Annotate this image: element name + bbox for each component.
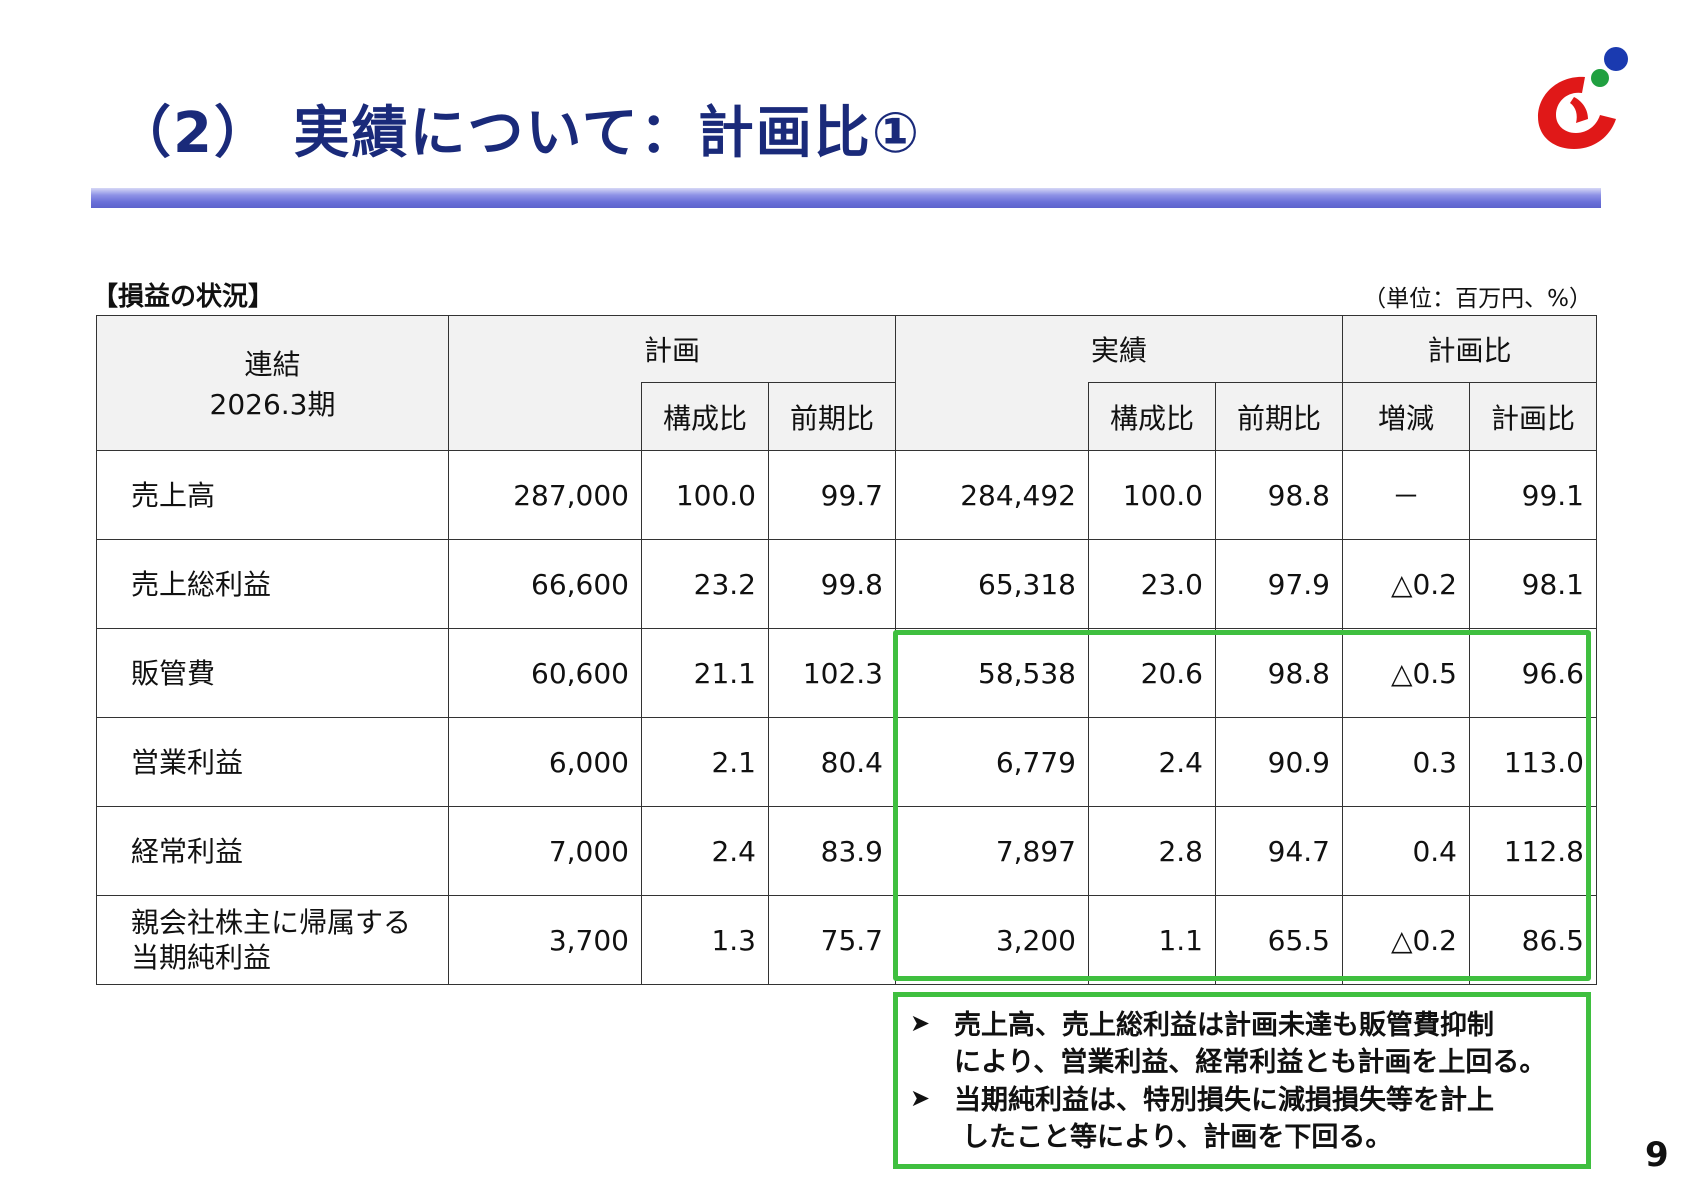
cell-plan-yoy: 80.4 [768, 717, 896, 807]
note-line: 売上高、売上総利益は計画未達も販管費抑制 [954, 1010, 1494, 1041]
title-divider [91, 188, 1601, 208]
corner-header: 連結 2026.3期 [96, 315, 449, 451]
cell-change: △0.2 [1342, 539, 1470, 629]
cell-actual-ratio: 20.6 [1088, 628, 1216, 718]
logo-green-dot [1591, 69, 1609, 87]
cell-actual-ratio: 1.1 [1088, 895, 1216, 985]
header-vs-plan-ratio: 計画比 [1469, 382, 1597, 451]
cell-vs-plan: 99.1 [1469, 450, 1597, 540]
cell-actual-yoy: 98.8 [1215, 450, 1343, 540]
cell-plan-yoy: 102.3 [768, 628, 896, 718]
cell-change: 0.3 [1342, 717, 1470, 807]
row-label: 売上高 [96, 450, 449, 540]
comment-box: ➤ 売上高、売上総利益は計画未達も販管費抑制 により、営業利益、経常利益とも計画… [893, 992, 1591, 1169]
cell-actual: 3,200 [895, 895, 1089, 985]
table-row-ordinary-profit: 経常利益 7,000 2.4 83.9 7,897 2.8 94.7 0.4 1… [96, 806, 1597, 896]
cell-vs-plan: 113.0 [1469, 717, 1597, 807]
header-actual-yoy: 前期比 [1215, 382, 1343, 451]
header-row-2: 構成比 前期比 構成比 前期比 増減 計画比 [97, 382, 1597, 451]
row-label: 親会社株主に帰属する 当期純利益 [96, 895, 449, 985]
page-title: （2） 実績について：計画比① [115, 101, 922, 166]
row-label-line2: 当期純利益 [131, 941, 272, 974]
cell-plan: 60,600 [448, 628, 642, 718]
header-actual-value [895, 382, 1089, 451]
cell-actual: 65,318 [895, 539, 1089, 629]
unit-label: （単位：百万円、%） [1363, 286, 1592, 312]
cell-plan-ratio: 100.0 [641, 450, 769, 540]
company-logo [1538, 47, 1628, 149]
corner-label: 連結 [244, 348, 301, 381]
header-plan-value [448, 382, 642, 451]
corner-period: 2026.3期 [209, 388, 336, 421]
header-change: 増減 [1342, 382, 1470, 451]
cell-actual-yoy: 94.7 [1215, 806, 1343, 896]
cell-actual-yoy: 90.9 [1215, 717, 1343, 807]
header-row-1: 連結 2026.3期 計画 実績 計画比 [96, 315, 1597, 451]
cell-plan: 6,000 [448, 717, 642, 807]
cell-plan-yoy: 83.9 [768, 806, 896, 896]
note-item: ➤ 当期純利益は、特別損失に減損損失等を計上 したこと等により、計画を下回る。 [910, 1082, 1568, 1157]
cell-actual: 284,492 [895, 450, 1089, 540]
section-label: 【損益の状況】 [92, 282, 275, 312]
arrow-bullet-icon: ➤ [910, 1083, 931, 1112]
header-plan-ratio: 構成比 [641, 382, 769, 451]
cell-actual: 7,897 [895, 806, 1089, 896]
cell-actual-yoy: 65.5 [1215, 895, 1343, 985]
cell-plan-ratio: 21.1 [641, 628, 769, 718]
cell-vs-plan: 112.8 [1469, 806, 1597, 896]
cell-plan: 66,600 [448, 539, 642, 629]
table-row-net-sales: 売上高 287,000 100.0 99.7 284,492 100.0 98.… [96, 450, 1597, 540]
note-item: ➤ 売上高、売上総利益は計画未達も販管費抑制 により、営業利益、経常利益とも計画… [910, 1007, 1568, 1082]
logo-red-arc [1538, 76, 1616, 149]
cell-vs-plan: 96.6 [1469, 628, 1597, 718]
cell-actual-yoy: 97.9 [1215, 539, 1343, 629]
cell-plan-ratio: 23.2 [641, 539, 769, 629]
note-line: 当期純利益は、特別損失に減損損失等を計上 [954, 1084, 1494, 1116]
row-label: 経常利益 [96, 806, 449, 896]
cell-plan-yoy: 75.7 [768, 895, 896, 985]
row-label-line1: 親会社株主に帰属する [131, 906, 412, 939]
cell-actual: 58,538 [895, 628, 1089, 718]
row-label: 営業利益 [96, 717, 449, 807]
table-row-net-income: 親会社株主に帰属する 当期純利益 3,700 1.3 75.7 3,200 1.… [96, 895, 1597, 985]
cell-plan-yoy: 99.8 [768, 539, 896, 629]
profit-loss-table: 連結 2026.3期 計画 実績 計画比 構成比 前期比 構成比 前期比 増減 … [96, 315, 1597, 985]
note-line: により、営業利益、経常利益とも計画を上回る。 [954, 1047, 1547, 1079]
cell-plan: 7,000 [448, 806, 642, 896]
cell-vs-plan: 86.5 [1469, 895, 1597, 985]
cell-change: △0.2 [1342, 895, 1470, 985]
table-row-gross-profit: 売上総利益 66,600 23.2 99.8 65,318 23.0 97.9 … [96, 539, 1597, 629]
note-line: したこと等により、計画を下回る。 [962, 1121, 1393, 1153]
cell-change: － [1342, 450, 1470, 540]
cell-actual-yoy: 98.8 [1215, 628, 1343, 718]
cell-plan: 287,000 [448, 450, 642, 540]
cell-plan-yoy: 99.7 [768, 450, 896, 540]
arrow-bullet-icon: ➤ [910, 1009, 931, 1037]
page-number: 9 [1645, 1135, 1669, 1175]
cell-actual-ratio: 2.4 [1088, 717, 1216, 807]
cell-actual-ratio: 2.8 [1088, 806, 1216, 896]
row-label: 販管費 [96, 628, 449, 718]
logo-red-tail [1570, 97, 1588, 123]
header-plan-yoy: 前期比 [768, 382, 896, 451]
row-label: 売上総利益 [96, 539, 449, 629]
header-actual-ratio: 構成比 [1088, 382, 1216, 451]
header-actual: 実績 [895, 315, 1343, 383]
cell-plan-ratio: 2.4 [641, 806, 769, 896]
cell-change: △0.5 [1342, 628, 1470, 718]
table-row-operating-profit: 営業利益 6,000 2.1 80.4 6,779 2.4 90.9 0.3 1… [96, 717, 1597, 807]
cell-vs-plan: 98.1 [1469, 539, 1597, 629]
cell-actual: 6,779 [895, 717, 1089, 807]
cell-plan-ratio: 2.1 [641, 717, 769, 807]
cell-change: 0.4 [1342, 806, 1470, 896]
cell-actual-ratio: 23.0 [1088, 539, 1216, 629]
header-vs-plan: 計画比 [1342, 315, 1597, 383]
cell-actual-ratio: 100.0 [1088, 450, 1216, 540]
table-row-sga: 販管費 60,600 21.1 102.3 58,538 20.6 98.8 △… [96, 628, 1597, 718]
cell-plan: 3,700 [448, 895, 642, 985]
header-plan: 計画 [448, 315, 896, 383]
cell-plan-ratio: 1.3 [641, 895, 769, 985]
logo-blue-dot [1604, 47, 1628, 71]
